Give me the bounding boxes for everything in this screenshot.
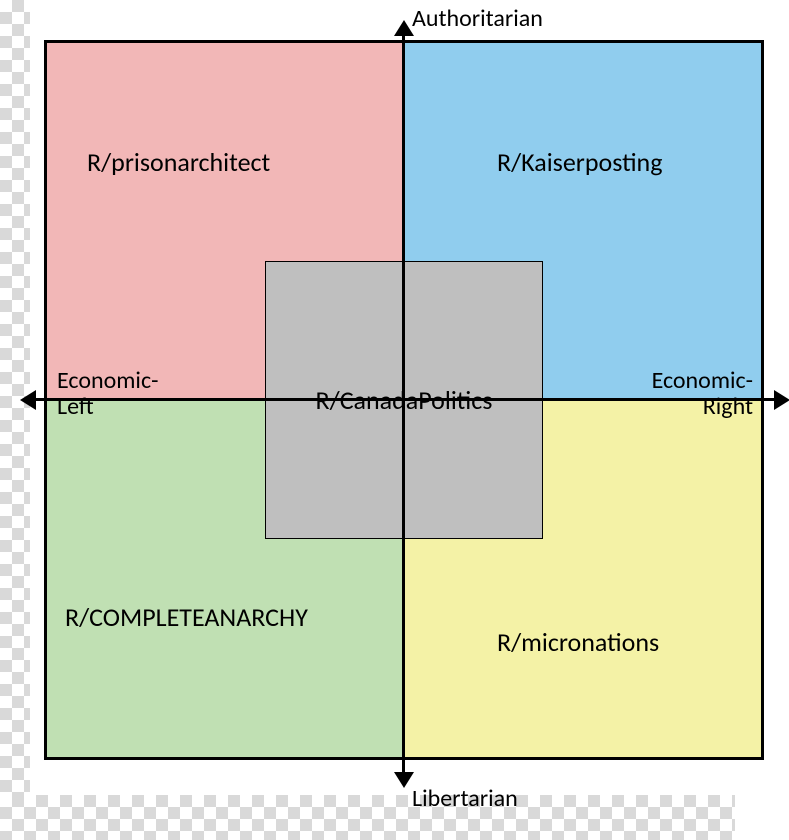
- arrow-up-icon: [394, 20, 414, 36]
- arrow-right-icon: [774, 390, 789, 410]
- axis-label-left: Economic- Left: [57, 368, 158, 421]
- axis-label-right: Economic- Right: [652, 368, 753, 421]
- axis-horizontal: [32, 398, 780, 401]
- label-lib-right: R/micronations: [497, 628, 659, 657]
- axis-label-bottom: Libertarian: [412, 786, 518, 812]
- label-auth-right: R/Kaiserposting: [497, 148, 662, 177]
- arrow-left-icon: [20, 390, 36, 410]
- arrow-down-icon: [394, 772, 414, 788]
- stage: R/CanadaPolitics R/prisonarchitect R/Kai…: [0, 0, 789, 840]
- label-lib-left: R/COMPLETEANARCHY: [65, 603, 308, 632]
- axis-label-top: Authoritarian: [412, 6, 543, 32]
- axis-vertical: [402, 30, 405, 778]
- checker-left: [0, 0, 30, 840]
- label-auth-left: R/prisonarchitect: [87, 148, 270, 177]
- checker-bottom: [0, 795, 735, 840]
